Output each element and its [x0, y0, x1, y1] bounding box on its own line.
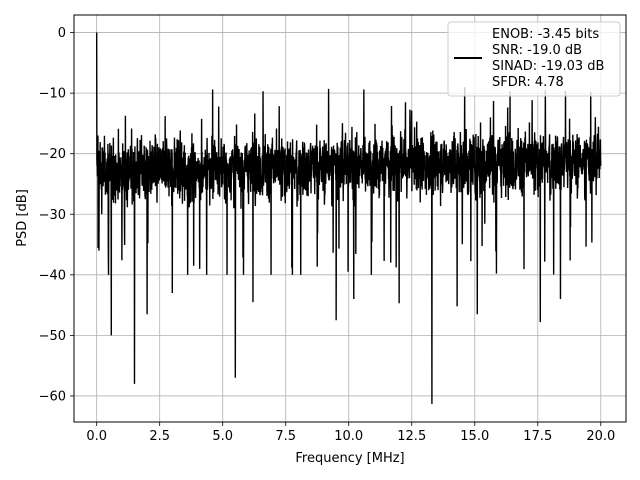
y-tick-label: −30 — [39, 208, 66, 223]
x-tick-label: 5.0 — [212, 429, 233, 444]
legend: ENOB: -3.45 bits SNR: -19.0 dB SINAD: -1… — [447, 21, 621, 97]
x-tick-label: 15.0 — [460, 429, 489, 444]
legend-entry-snr: SNR: -19.0 dB — [492, 43, 582, 58]
x-tick-label: 7.5 — [275, 429, 296, 444]
legend-box — [447, 21, 621, 97]
y-axis-label: PSD [dB] — [15, 189, 30, 247]
x-tick-label: 10.0 — [334, 429, 363, 444]
x-tick-label: 2.5 — [149, 429, 170, 444]
y-tick-label: −50 — [39, 329, 66, 344]
x-tick-label: 17.5 — [523, 429, 552, 444]
plot-frame — [73, 14, 627, 423]
legend-entry-sinad: SINAD: -19.03 dB — [492, 59, 604, 74]
axis-ticks: 0.0 2.5 5.0 7.5 10.0 12.5 15.0 17.5 20.0 0 −10 −20 −… — [39, 26, 616, 444]
legend-entry-sfdr: SFDR: 4.78 — [492, 75, 564, 90]
y-tick-label: −40 — [39, 268, 66, 283]
y-tick-label: 0 — [58, 26, 66, 41]
x-tick-label: 20.0 — [586, 429, 615, 444]
x-tick-label: 0.0 — [86, 429, 107, 444]
series-group — [95, 32, 602, 404]
psd-series-line — [95, 32, 602, 404]
y-tick-label: −20 — [39, 147, 66, 162]
x-tick-label: 12.5 — [397, 429, 426, 444]
y-tick-label: −10 — [39, 87, 66, 102]
x-axis-label: Frequency [MHz] — [295, 451, 404, 466]
y-tick-label: −60 — [39, 389, 66, 404]
legend-entry-enob: ENOB: -3.45 bits — [492, 27, 599, 42]
